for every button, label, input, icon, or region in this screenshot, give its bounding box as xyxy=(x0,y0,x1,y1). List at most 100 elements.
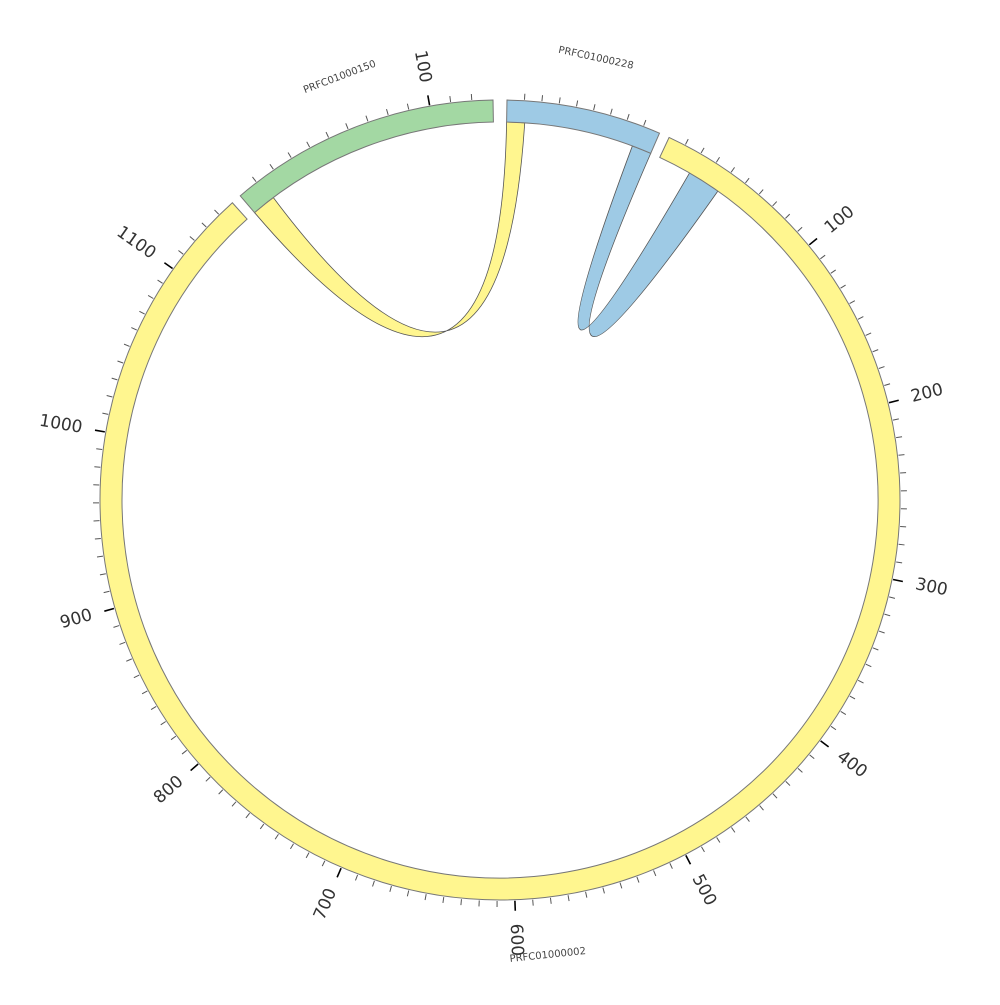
minor-tick xyxy=(190,236,195,240)
minor-tick xyxy=(745,178,749,183)
minor-tick xyxy=(542,95,543,101)
tick-label: 900 xyxy=(58,605,95,633)
minor-tick xyxy=(873,648,879,650)
minor-tick xyxy=(850,301,855,304)
tick-label: 300 xyxy=(914,574,950,600)
minor-tick xyxy=(182,750,187,754)
labels-layer: 10020030040050060070080090010001100PRFC0… xyxy=(38,45,950,965)
minor-tick xyxy=(214,210,218,214)
minor-tick xyxy=(97,556,103,557)
segment-label-PRFC01000150: PRFC01000150 xyxy=(302,59,378,96)
minor-tick xyxy=(577,100,578,106)
minor-tick xyxy=(831,270,836,273)
minor-tick xyxy=(899,455,905,456)
minor-tick xyxy=(425,894,426,900)
minor-tick xyxy=(120,642,126,644)
major-tick xyxy=(428,95,430,105)
minor-tick xyxy=(443,897,444,903)
major-tick xyxy=(337,868,341,877)
minor-tick xyxy=(785,214,789,218)
minor-tick xyxy=(670,863,673,868)
minor-tick xyxy=(841,711,846,714)
minor-tick xyxy=(124,344,130,346)
major-tick xyxy=(821,741,829,747)
minor-tick xyxy=(731,827,734,832)
minor-tick xyxy=(390,886,392,892)
minor-tick xyxy=(307,142,310,147)
minor-tick xyxy=(232,802,236,807)
minor-tick xyxy=(786,781,790,785)
minor-tick xyxy=(113,626,119,628)
minor-tick xyxy=(879,367,885,369)
tick-label: 1000 xyxy=(38,411,84,438)
minor-tick xyxy=(322,861,325,866)
minor-tick xyxy=(178,251,183,255)
minor-tick xyxy=(158,280,163,283)
minor-tick xyxy=(858,317,863,320)
minor-tick xyxy=(760,806,764,811)
minor-tick xyxy=(884,384,890,386)
minor-tick xyxy=(171,736,176,740)
minor-tick xyxy=(746,817,750,822)
major-tick xyxy=(164,263,172,269)
minor-tick xyxy=(373,881,375,887)
minor-tick xyxy=(288,153,291,158)
minor-tick xyxy=(701,847,704,852)
tick-label: 400 xyxy=(833,747,871,782)
minor-tick xyxy=(759,190,763,195)
minor-tick xyxy=(270,164,273,169)
minor-tick xyxy=(884,614,890,616)
tick-label: 500 xyxy=(688,871,721,909)
minor-tick xyxy=(773,202,777,206)
minor-tick xyxy=(148,295,153,298)
minor-tick xyxy=(858,680,863,683)
minor-tick xyxy=(252,177,256,182)
minor-tick xyxy=(820,255,825,259)
minor-tick xyxy=(841,285,846,288)
segment-arc-PRFC01000228 xyxy=(507,100,660,153)
minor-tick xyxy=(773,794,777,798)
minor-tick xyxy=(100,574,106,575)
link-ribbon-0 xyxy=(255,122,525,337)
minor-tick xyxy=(461,899,462,905)
minor-tick xyxy=(107,396,113,398)
minor-tick xyxy=(586,892,587,898)
minor-tick xyxy=(798,227,802,231)
minor-tick xyxy=(126,659,132,661)
minor-tick xyxy=(873,350,879,352)
major-tick xyxy=(809,238,817,244)
minor-tick xyxy=(603,888,605,894)
tick-label: 200 xyxy=(909,380,945,407)
minor-tick xyxy=(117,361,123,363)
minor-tick xyxy=(896,562,902,563)
major-tick xyxy=(95,430,105,432)
minor-tick xyxy=(161,722,166,725)
minor-tick xyxy=(219,790,223,794)
minor-tick xyxy=(611,109,613,115)
minor-tick xyxy=(139,311,144,314)
minor-tick xyxy=(306,853,309,858)
minor-tick xyxy=(850,696,855,699)
minor-tick xyxy=(896,437,902,438)
minor-tick xyxy=(654,870,656,876)
minor-tick xyxy=(326,132,329,137)
minor-tick xyxy=(102,413,108,414)
minor-tick xyxy=(142,691,147,694)
minor-tick xyxy=(810,755,815,759)
minor-tick xyxy=(731,167,734,172)
major-tick xyxy=(104,608,114,611)
minor-tick xyxy=(879,631,885,633)
major-tick xyxy=(191,764,199,771)
major-tick xyxy=(889,400,899,402)
minor-tick xyxy=(96,449,102,450)
major-tick xyxy=(893,580,903,582)
minor-tick xyxy=(889,597,895,598)
minor-tick xyxy=(151,706,156,709)
minor-tick xyxy=(104,591,110,592)
major-tick xyxy=(686,855,691,864)
minor-tick xyxy=(206,777,210,781)
minor-tick xyxy=(275,834,278,839)
minor-tick xyxy=(685,139,688,144)
minor-tick xyxy=(559,97,560,103)
